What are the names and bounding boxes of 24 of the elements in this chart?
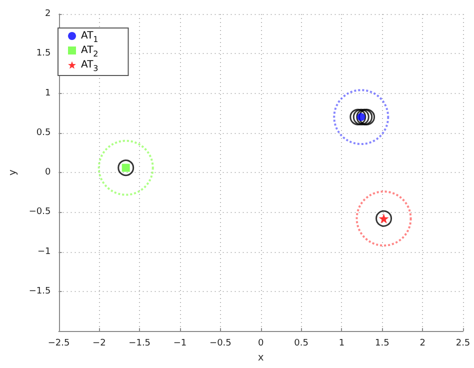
point (356, 190, 412, 247)
x-tick-label: −1 (173, 338, 187, 349)
x-tick-label: −2 (92, 338, 106, 349)
y-tick-label: −0.5 (28, 207, 51, 218)
point (333, 89, 390, 146)
y-tick-label: 0.5 (36, 128, 51, 138)
x-tick-label: −2.5 (48, 338, 70, 349)
y-axis-title: y (8, 170, 18, 176)
x-tick-label: 1 (338, 338, 345, 349)
y-tick-label: 0 (45, 168, 52, 178)
x-tick-label: 2 (420, 338, 426, 349)
x-tick-label: 0.5 (294, 338, 308, 349)
y-tick-label: −1.5 (28, 286, 51, 296)
y-tick-label: 1.5 (36, 48, 51, 59)
x-axis-title: x (258, 352, 264, 364)
y-tick-label: 2 (45, 9, 51, 19)
x-tick-label: 1.5 (374, 338, 390, 349)
x-tick-label: −0.5 (210, 338, 232, 349)
x-tick-label: −1.5 (128, 338, 151, 349)
y-tick-label: 1 (45, 88, 51, 98)
x-tick-label: 2.5 (456, 338, 470, 349)
y-tick-label: −1 (37, 246, 51, 257)
point (98, 140, 154, 196)
x-tick-label: 0 (258, 338, 264, 349)
